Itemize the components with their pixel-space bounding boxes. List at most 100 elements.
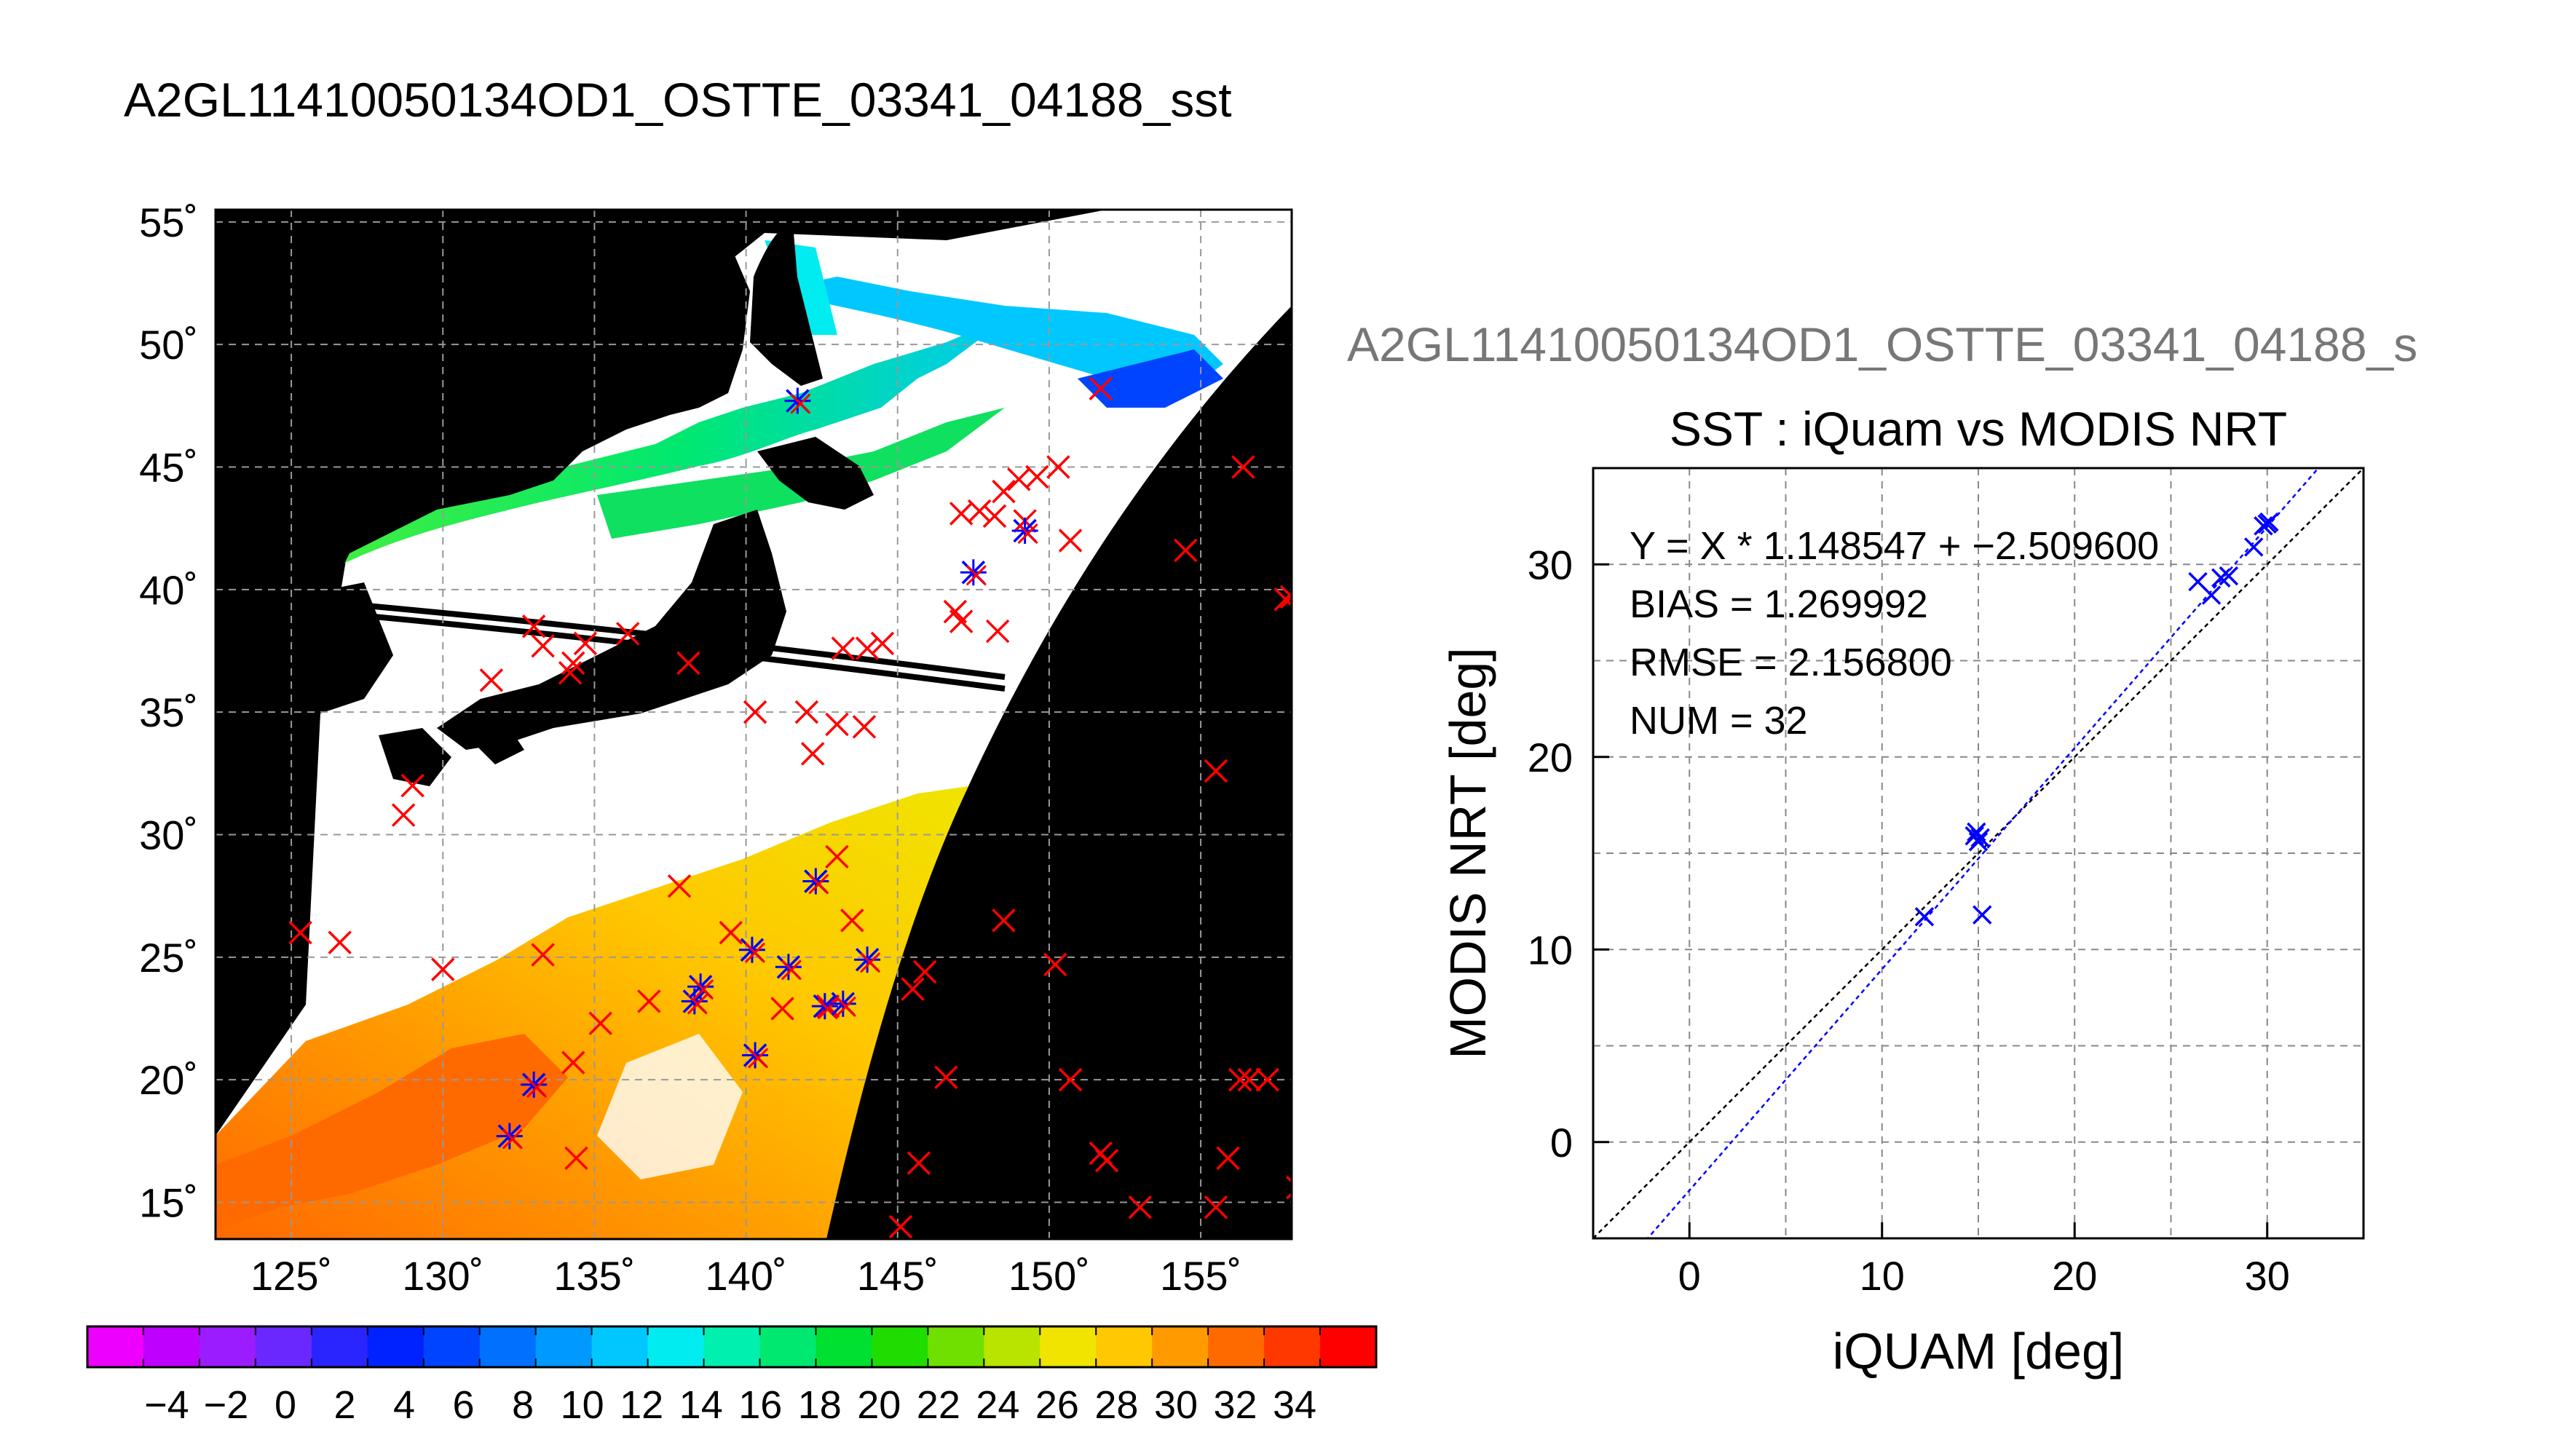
- colorbar-tick-label: 12: [620, 1383, 663, 1427]
- colorbar-tick-label: 20: [857, 1383, 901, 1427]
- marker-stroke: [1058, 529, 1083, 553]
- marker-stroke: [967, 499, 992, 523]
- swath-gap-2: [334, 610, 1006, 692]
- marker-stroke: [1255, 1067, 1279, 1092]
- off-swath-area: [816, 306, 1292, 1239]
- iquam-marker-red: [992, 479, 1016, 504]
- swath-gap-1: [334, 600, 1006, 680]
- iquam-marker-red: [1286, 1176, 1292, 1200]
- colorbar-cell: [1040, 1326, 1097, 1367]
- colorbar-tick-label: 28: [1094, 1383, 1138, 1427]
- colorbar-tick-label: 0: [275, 1383, 296, 1427]
- marker-stroke: [965, 565, 987, 586]
- iquam-marker-blue: [687, 973, 714, 1000]
- marker-stroke: [328, 930, 352, 954]
- iquam-marker-red-overlay: [790, 393, 811, 414]
- iquam-marker-red: [1216, 1146, 1240, 1171]
- marker-stroke: [637, 989, 661, 1013]
- land-asia: [216, 210, 757, 612]
- iquam-marker-red: [328, 930, 352, 954]
- iquam-marker-red-overlay: [502, 1128, 523, 1150]
- iquam-marker-red: [531, 943, 555, 967]
- iquam-marker-blue: [1011, 518, 1038, 545]
- colorbar-cell: [535, 1326, 593, 1367]
- colorbar-cell: [1208, 1326, 1265, 1367]
- marker-stroke: [400, 773, 424, 798]
- iquam-marker-red: [1089, 376, 1113, 401]
- iquam-marker-red: [743, 700, 767, 724]
- iquam-marker-red-overlay: [835, 996, 856, 1017]
- iquam-marker-red: [852, 715, 877, 739]
- iquam-marker-red-overlay: [781, 960, 802, 981]
- marker-stroke: [521, 614, 546, 638]
- iquam-marker-red: [531, 634, 555, 658]
- iquam-marker-red: [840, 909, 864, 933]
- map-axis-labels: 55˚ 50˚ 45˚ 40˚ 35˚ 30˚ 25˚ 20˚ 15˚ 125˚ 130˚ 135˚ 1…: [139, 199, 1241, 1299]
- iquam-marker-red: [561, 651, 585, 676]
- marker-stroke: [1094, 1149, 1119, 1173]
- iquam-marker-red: [719, 920, 743, 945]
- land-honshu: [437, 510, 786, 750]
- colorbar-tick-label: −2: [204, 1383, 249, 1427]
- iquam-marker-blue: [960, 559, 987, 586]
- colorbar-cell: [1152, 1326, 1209, 1367]
- iquam-marker-red: [825, 712, 849, 737]
- marker-stroke: [2201, 585, 2222, 605]
- marker-stroke: [2257, 514, 2277, 534]
- marker-stroke: [676, 651, 700, 676]
- colorbar-tick-label: 26: [1035, 1383, 1079, 1427]
- y-axis-label: MODIS NRT [deg]: [1440, 647, 1496, 1059]
- marker-stroke: [526, 1077, 548, 1098]
- colorbar-tick-label: 14: [679, 1383, 723, 1427]
- marker-stroke: [1914, 907, 1935, 927]
- colorbar-cell: [423, 1326, 481, 1367]
- marker-stroke: [573, 631, 598, 656]
- scatter-points: [1914, 512, 2279, 927]
- marker-stroke: [781, 960, 802, 981]
- land-hokkaido: [757, 437, 874, 510]
- marker-stroke: [531, 634, 555, 658]
- iquam-marker-red: [1094, 1149, 1119, 1173]
- iquam-marker-red-overlay: [965, 565, 987, 586]
- iquam-marker-red: [1302, 1147, 1324, 1169]
- lat-tick-label: 30˚: [139, 812, 198, 858]
- iquam-marker-red: [912, 960, 937, 984]
- marker-stroke: [1296, 1069, 1318, 1091]
- marker-stroke: [1231, 455, 1255, 479]
- marker-stroke: [1237, 1067, 1261, 1092]
- lon-tick-label: 125˚: [250, 1253, 332, 1299]
- colorbar-cell: [255, 1326, 312, 1367]
- marker-stroke: [1174, 538, 1198, 563]
- x-tick-label: 0: [1678, 1253, 1701, 1299]
- lon-tick-label: 135˚: [553, 1253, 635, 1299]
- marker-stroke: [852, 715, 877, 739]
- lon-tick-label: 150˚: [1008, 1253, 1090, 1299]
- iquam-marker-red: [288, 920, 312, 945]
- marker-stroke: [808, 874, 829, 895]
- marker-stroke: [1089, 376, 1113, 401]
- colorbar-cell: [479, 1326, 537, 1367]
- marker-stroke: [615, 622, 640, 646]
- marker-stroke: [888, 1214, 913, 1239]
- marker-stroke: [835, 996, 856, 1017]
- iquam-marker-red: [1237, 1067, 1261, 1092]
- marker-stroke: [744, 942, 765, 963]
- iquam-marker-red: [1058, 1067, 1083, 1092]
- map-title: A2GL11410050134OD1_OSTTE_03341_04188_sst: [124, 73, 1232, 127]
- iquam-marker-red: [1043, 952, 1067, 977]
- colorbar-tick-label: 10: [561, 1383, 604, 1427]
- scatter-plot: SST : iQuam vs MODIS NRT 0 10 20 300102030 …: [1440, 402, 2365, 1380]
- iquam-markers: [288, 376, 1324, 1239]
- colorbar-cell: [367, 1326, 424, 1367]
- colorbar-cell: [1096, 1326, 1153, 1367]
- marker-stroke: [982, 504, 1007, 529]
- iquam-marker-red: [888, 1214, 913, 1239]
- lat-tick-label: 20˚: [139, 1057, 198, 1103]
- marker-stroke: [790, 393, 811, 414]
- iquam-marker-red: [431, 957, 455, 981]
- iquam-marker-red: [1228, 1067, 1252, 1092]
- lat-tick-label: 50˚: [139, 322, 198, 368]
- iquam-marker-red: [588, 1011, 612, 1035]
- marker-stroke: [502, 1128, 523, 1150]
- iquam-marker-red: [949, 609, 974, 633]
